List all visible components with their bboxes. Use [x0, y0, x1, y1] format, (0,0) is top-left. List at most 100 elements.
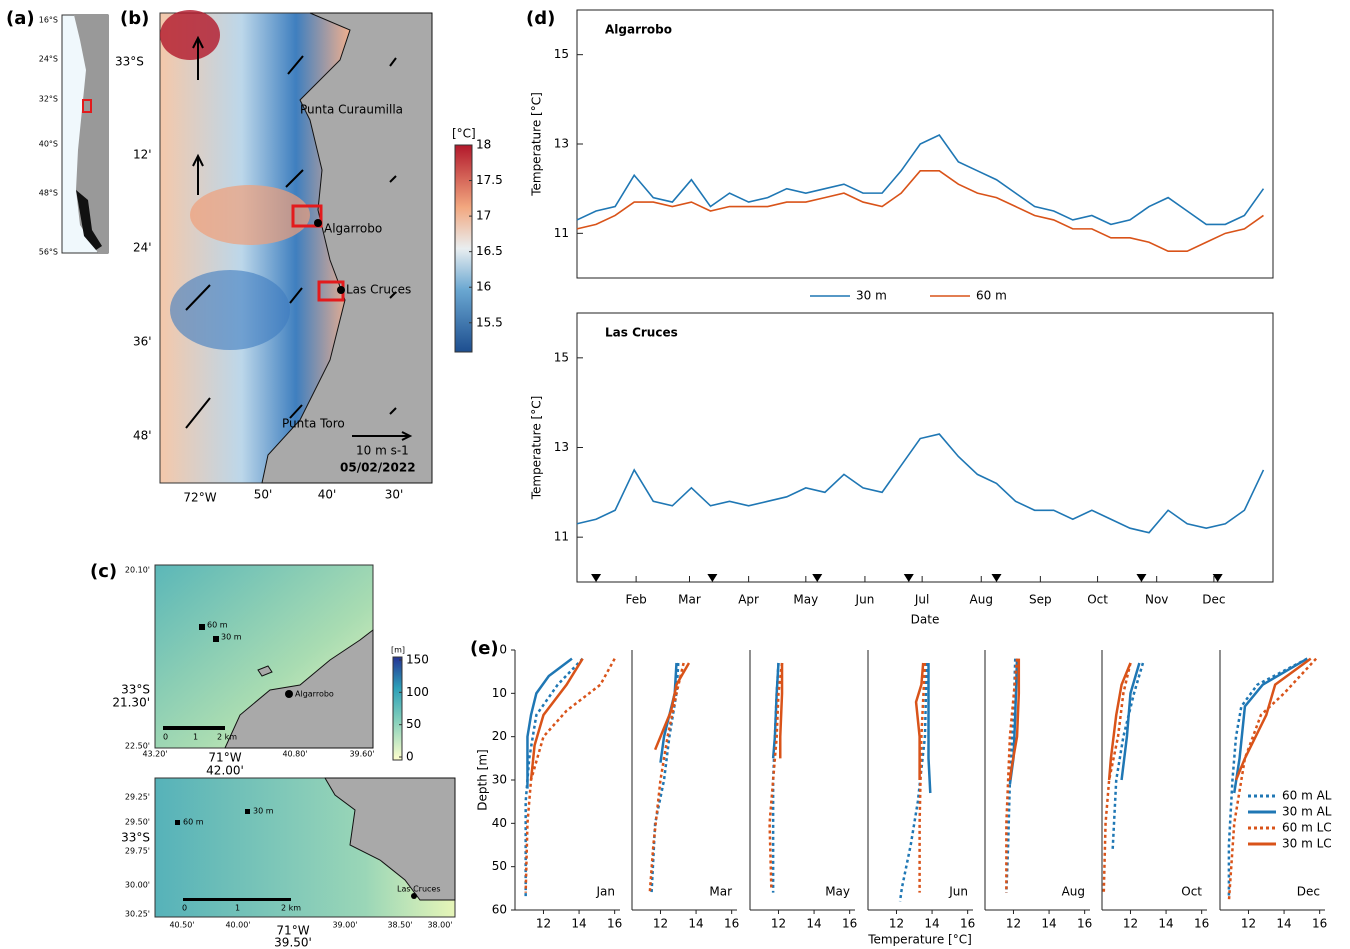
- colorbar-tick-label: 16: [476, 280, 491, 294]
- colorbar-label: [m]: [391, 646, 405, 655]
- x-tick-label: 14: [806, 917, 821, 931]
- x-tick-label: 14: [688, 917, 703, 931]
- scale-tick: 1: [193, 733, 198, 742]
- x-tick-label: 16: [724, 917, 739, 931]
- plot-frame: [577, 10, 1273, 278]
- x-tick-label: Feb: [625, 593, 646, 607]
- chart-title: Las Cruces: [605, 326, 678, 340]
- scale-tick: 2 km: [217, 733, 237, 742]
- y-axis-label: Depth [m]: [476, 749, 490, 810]
- lon-label: 40.00': [225, 921, 250, 930]
- lat-label: 21.30': [112, 696, 150, 710]
- y-tick-label: 50: [492, 859, 507, 873]
- lon-label: 71°W: [208, 751, 241, 765]
- lat-label: 20.10': [125, 566, 150, 575]
- lon-label: 40.50': [169, 921, 194, 930]
- profile-line: [1234, 659, 1307, 793]
- colorbar-tick-label: 17: [476, 209, 491, 223]
- depth-label: 30 m: [221, 633, 242, 642]
- map-a: 16°S 24°S 32°S 40°S 48°S 56°S: [39, 15, 108, 257]
- map-c-bottom: 60 m 30 m Las Cruces 0 1 2 km 29.25' 29.…: [121, 778, 455, 949]
- lon-label: 39.00': [332, 921, 357, 930]
- lat-label: 33°S: [121, 683, 150, 697]
- x-tick-label: 14: [571, 917, 586, 931]
- x-tick-label: 12: [653, 917, 668, 931]
- place-label: Las Cruces: [346, 283, 411, 297]
- panel-label: (a): [6, 8, 35, 29]
- lat-label: 56°S: [39, 248, 58, 257]
- colorbar-tick-label: 17.5: [476, 173, 503, 187]
- profile-line: [531, 659, 583, 780]
- x-tick-label: Sep: [1029, 593, 1052, 607]
- lon-label: 38.50': [387, 921, 412, 930]
- lon-label: 39.60': [349, 750, 374, 759]
- x-tick-label: 14: [924, 917, 939, 931]
- lat-label: 30.00': [125, 881, 150, 890]
- profile-line: [773, 663, 778, 758]
- depth-label: 60 m: [183, 818, 204, 827]
- lat-label: 29.75': [125, 847, 150, 856]
- place-label: Punta Toro: [282, 417, 345, 431]
- y-tick-label: 13: [554, 137, 569, 151]
- y-axis-label: Temperature [°C]: [530, 92, 544, 197]
- scale-tick: 1: [235, 904, 240, 913]
- x-tick-label: 16: [1077, 917, 1092, 931]
- y-tick-label: 13: [554, 440, 569, 454]
- x-tick-label: 12: [889, 917, 904, 931]
- x-tick-label: 16: [607, 917, 622, 931]
- sampling-marker: [904, 574, 914, 582]
- month-label: Jan: [596, 885, 616, 899]
- x-tick-label: 12: [1123, 917, 1138, 931]
- y-tick-label: 60: [492, 903, 507, 917]
- legend-label: 30 m: [856, 289, 887, 303]
- x-tick-label: Aug: [970, 593, 993, 607]
- y-axis-label: Temperature [°C]: [530, 396, 544, 501]
- colorbar-tick-label: 0: [406, 750, 414, 764]
- lat-label: 40°S: [39, 140, 58, 149]
- x-tick-label: 12: [771, 917, 786, 931]
- y-tick-label: 15: [554, 350, 569, 364]
- y-tick-label: 10: [492, 686, 507, 700]
- x-tick-label: Nov: [1145, 593, 1168, 607]
- lon-label: 50': [254, 488, 273, 502]
- sampling-marker: [591, 574, 601, 582]
- profile-line: [526, 659, 615, 893]
- scale-tick: 2 km: [281, 904, 301, 913]
- colorbar-label: [°C]: [452, 127, 476, 141]
- month-label: Oct: [1181, 885, 1202, 899]
- x-tick-label: 14: [1158, 917, 1173, 931]
- x-tick-label: Apr: [738, 593, 759, 607]
- chart-title: Algarrobo: [605, 23, 672, 37]
- lat-label: 33°S: [121, 831, 150, 845]
- panel-label: (c): [90, 561, 117, 582]
- place-label: Punta Curaumilla: [300, 103, 403, 117]
- y-tick-label: 20: [492, 729, 507, 743]
- colorbar-tick-label: 16.5: [476, 244, 503, 258]
- plot-frame: [577, 313, 1273, 582]
- scale-tick: 0: [163, 733, 168, 742]
- x-tick-label: 16: [842, 917, 857, 931]
- x-tick-label: Oct: [1087, 593, 1108, 607]
- y-tick-label: 11: [554, 530, 569, 544]
- place-label: Algarrobo: [295, 690, 334, 699]
- sampling-marker: [707, 574, 717, 582]
- month-label: May: [825, 885, 850, 899]
- place-label: Las Cruces: [397, 885, 441, 894]
- series-line: [577, 135, 1263, 224]
- lat-label: 36': [133, 335, 152, 349]
- legend-label: 60 m AL: [1282, 789, 1332, 803]
- x-tick-label: Jun: [855, 593, 875, 607]
- month-label: Aug: [1062, 885, 1085, 899]
- lat-label: 32°S: [39, 95, 58, 104]
- lon-label: 40.80': [282, 750, 307, 759]
- y-tick-label: 15: [554, 47, 569, 61]
- scale-tick: 0: [182, 904, 187, 913]
- x-tick-label: 16: [1194, 917, 1209, 931]
- colorbar-tick-label: 50: [406, 717, 421, 731]
- x-tick-label: 12: [1006, 917, 1021, 931]
- month-label: Dec: [1297, 885, 1320, 899]
- x-tick-label: 12: [536, 917, 551, 931]
- colorbar-tick-label: 18: [476, 138, 491, 152]
- profile-line: [900, 663, 927, 901]
- x-tick-label: 16: [960, 917, 975, 931]
